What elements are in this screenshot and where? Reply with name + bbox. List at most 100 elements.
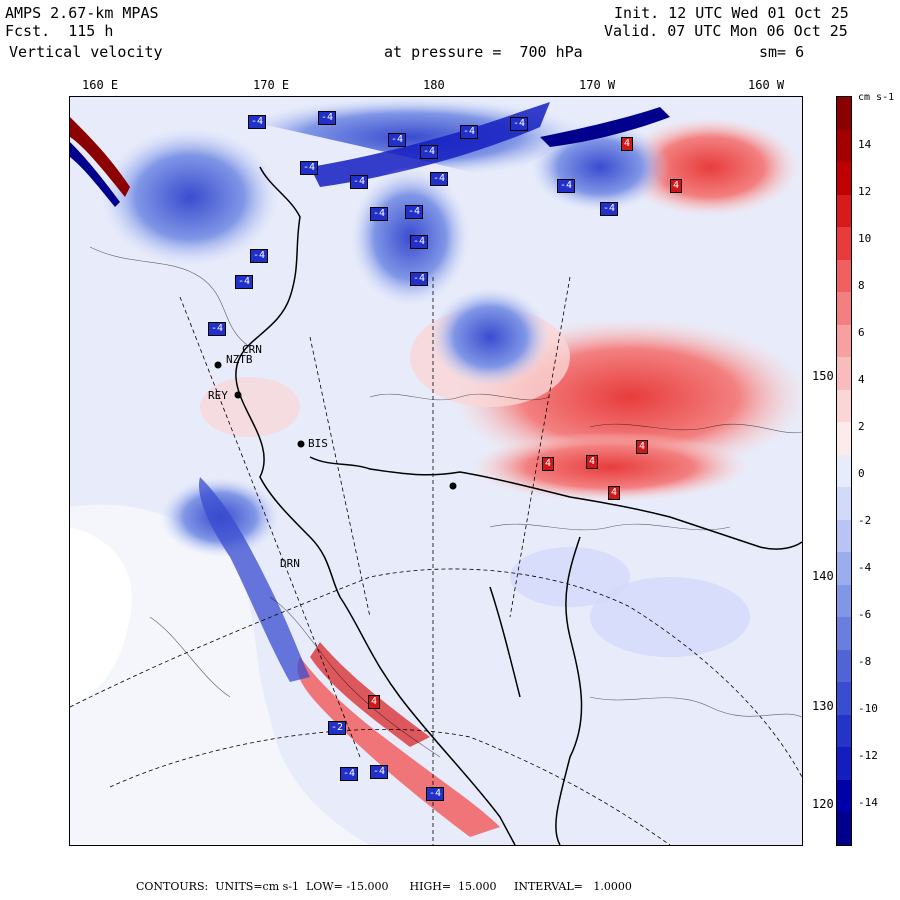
station-label-crn: CRN [242,343,262,356]
contour-value-box: -4 [250,249,269,263]
contour-value-box: 4 [368,695,381,709]
lon-label-170w: 170 W [579,78,616,92]
contour-value-box: 4 [608,486,621,500]
colorbar-segment [837,162,851,196]
colorbar-segment [837,129,851,163]
init-time: Init. 12 UTC Wed 01 Oct 25 [614,4,849,22]
colorbar-unit: cm s-1 [858,92,895,103]
station-label-bis: BIS [308,437,328,450]
ascent-region-northeast [620,117,800,217]
colorbar-tick-label: 6 [858,326,865,339]
model-title: AMPS 2.67-km MPAS [5,4,159,22]
colorbar-tick-label: -12 [858,749,878,762]
contour-value-box: -4 [410,235,429,249]
contour-info: CONTOURS: UNITS=cm s-1 LOW= -15.000 HIGH… [136,880,632,893]
colorbar-segment [837,649,851,683]
contour-value-box: 4 [586,455,599,469]
ascent-streak-northwest [70,117,130,197]
contour-value-box: -4 [600,202,619,216]
colorbar-segment [837,422,851,456]
colorbar-tick-label: -14 [858,796,878,809]
ice-shelf-region [70,504,370,845]
colorbar-tick-label: -10 [858,702,878,715]
contour-value-box: -4 [460,125,479,139]
contour-value-box: -4 [388,133,407,147]
contour-value-box: -4 [370,207,389,221]
sea-ice-region [70,527,132,707]
contour-value-box: -4 [235,275,254,289]
map-canvas [70,97,802,845]
descent-streak-north [540,107,670,147]
descent-region-ross-sea [430,287,550,387]
lon-label-170e: 170 E [253,78,290,92]
descent-core-north [310,102,550,187]
weak-ascent-west [200,377,300,437]
colorbar-tick-label: 8 [858,279,865,292]
colorbar-tick-label: 10 [858,232,872,245]
field-name: Vertical velocity [9,43,163,61]
station-label-rey: REY [208,389,228,402]
colorbar-tick-label: 12 [858,185,872,198]
descent-region-south [510,547,630,607]
forecast-hour: Fcst. 115 h [5,22,114,40]
colorbar-tick-label: -2 [858,514,872,527]
descent-streak-northwest [70,142,120,207]
graticule [70,276,802,845]
colorbar-segment [837,747,851,781]
contour-value-box: 4 [621,137,634,151]
contour-value-box: -4 [370,765,389,779]
contour-value-box: -4 [340,767,359,781]
contour-value-box: 4 [542,457,555,471]
colorbar-segment [837,617,851,651]
lon-label-180: 180 [423,78,445,92]
colorbar-segment [837,454,851,488]
colorbar-segment [837,97,851,131]
colorbar-tick-label: 4 [858,373,865,386]
station-label-nztb: NZTB [226,353,253,366]
colorbar-tick-label: -4 [858,561,872,574]
valid-time: Valid. 07 UTC Mon 06 Oct 25 [604,22,848,40]
colorbar-segment [837,259,851,293]
contour-value-box: -2 [328,721,347,735]
descent-band-coast [199,477,310,682]
coastline [235,166,802,845]
contour-value-box: -4 [557,179,576,193]
colorbar-tick-label: -6 [858,608,872,621]
colorbar-segment [837,682,851,716]
colorbar-tick-label: 0 [858,467,865,480]
contour-value-box: -4 [420,145,439,159]
colorbar-tick-label: 2 [858,420,865,433]
ascent-region-ross [470,432,750,502]
colorbar-segment [837,324,851,358]
pressure-level: at pressure = 700 hPa [384,43,583,61]
contour-value-box: -4 [510,117,529,131]
lon-label-160e: 160 E [82,78,119,92]
smoothing: sm= 6 [759,43,805,61]
contour-value-box: -4 [405,205,424,219]
colorbar-tick-label: 14 [858,138,872,151]
colorbar-segment [837,584,851,618]
colorbar-segment [837,714,851,748]
colorbar-segment [837,812,851,846]
contour-value-box: -4 [208,322,227,336]
colorbar-segment [837,357,851,391]
ascent-band-tam [297,657,500,837]
colorbar-segment [837,552,851,586]
station-label-drn: DRN [280,557,300,570]
vertical-velocity-map: BIS REY DRN NZTB CRN -4 -4 -4 -4 -4 -4 -4 -4 -4-… [69,96,803,846]
ascent-core-tam [310,642,430,747]
colorbar-segment [837,389,851,423]
contour-value-box: -4 [248,115,267,129]
colorbar [836,96,852,846]
contour-value-box: 4 [636,440,649,454]
colorbar-tick-label: -8 [858,655,872,668]
contour-value-box: -4 [300,161,319,175]
contour-value-box: -4 [426,787,445,801]
contour-value-box: 4 [670,179,683,193]
colorbar-segment [837,519,851,553]
colorbar-segment [837,194,851,228]
contour-value-box: -4 [430,172,449,186]
descent-region-southeast [590,577,750,657]
contour-value-box: -4 [318,111,337,125]
colorbar-segment [837,779,851,813]
